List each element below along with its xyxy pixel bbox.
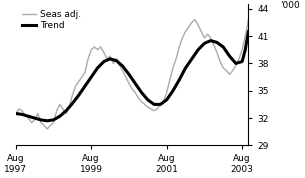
Trend <box>70 102 74 104</box>
Trend <box>20 113 24 116</box>
Trend <box>58 115 62 117</box>
Trend <box>14 112 18 115</box>
Trend <box>234 62 238 64</box>
Seas adj. <box>228 73 231 75</box>
Seas adj. <box>196 24 200 26</box>
Trend <box>77 94 81 96</box>
Seas adj. <box>212 44 216 46</box>
Y-axis label: '000: '000 <box>280 1 300 10</box>
Trend <box>89 76 93 78</box>
Trend <box>209 40 213 42</box>
Trend <box>121 65 124 67</box>
Trend <box>108 58 112 60</box>
Trend <box>27 115 30 117</box>
Trend <box>102 61 106 63</box>
Trend <box>64 110 68 112</box>
Trend <box>196 49 200 51</box>
Trend <box>178 79 181 81</box>
Seas adj. <box>33 119 37 121</box>
Seas adj. <box>246 19 250 21</box>
Trend <box>96 67 99 69</box>
Trend <box>33 117 37 119</box>
Trend <box>203 42 206 44</box>
Trend <box>83 85 87 87</box>
Line: Seas adj.: Seas adj. <box>16 20 248 129</box>
Trend <box>159 103 162 106</box>
Trend <box>171 90 175 92</box>
Seas adj. <box>193 19 197 21</box>
Trend <box>243 49 247 51</box>
Seas adj. <box>45 128 49 130</box>
Seas adj. <box>14 112 18 115</box>
Trend <box>39 119 43 121</box>
Trend <box>45 120 49 122</box>
Trend <box>228 55 231 57</box>
Trend <box>221 46 225 48</box>
Line: Trend: Trend <box>16 32 248 121</box>
Trend <box>140 91 143 94</box>
Trend <box>152 103 156 106</box>
Trend <box>146 99 150 101</box>
Seas adj. <box>206 33 210 35</box>
Legend: Seas adj., Trend: Seas adj., Trend <box>20 9 83 32</box>
Seas adj. <box>203 37 206 39</box>
Trend <box>240 61 244 63</box>
Trend <box>246 30 250 33</box>
Trend <box>52 119 55 121</box>
Trend <box>115 60 118 62</box>
Trend <box>127 73 131 75</box>
Trend <box>215 41 219 43</box>
Trend <box>184 67 187 69</box>
Trend <box>190 58 194 60</box>
Trend <box>165 99 168 101</box>
Trend <box>133 82 137 85</box>
